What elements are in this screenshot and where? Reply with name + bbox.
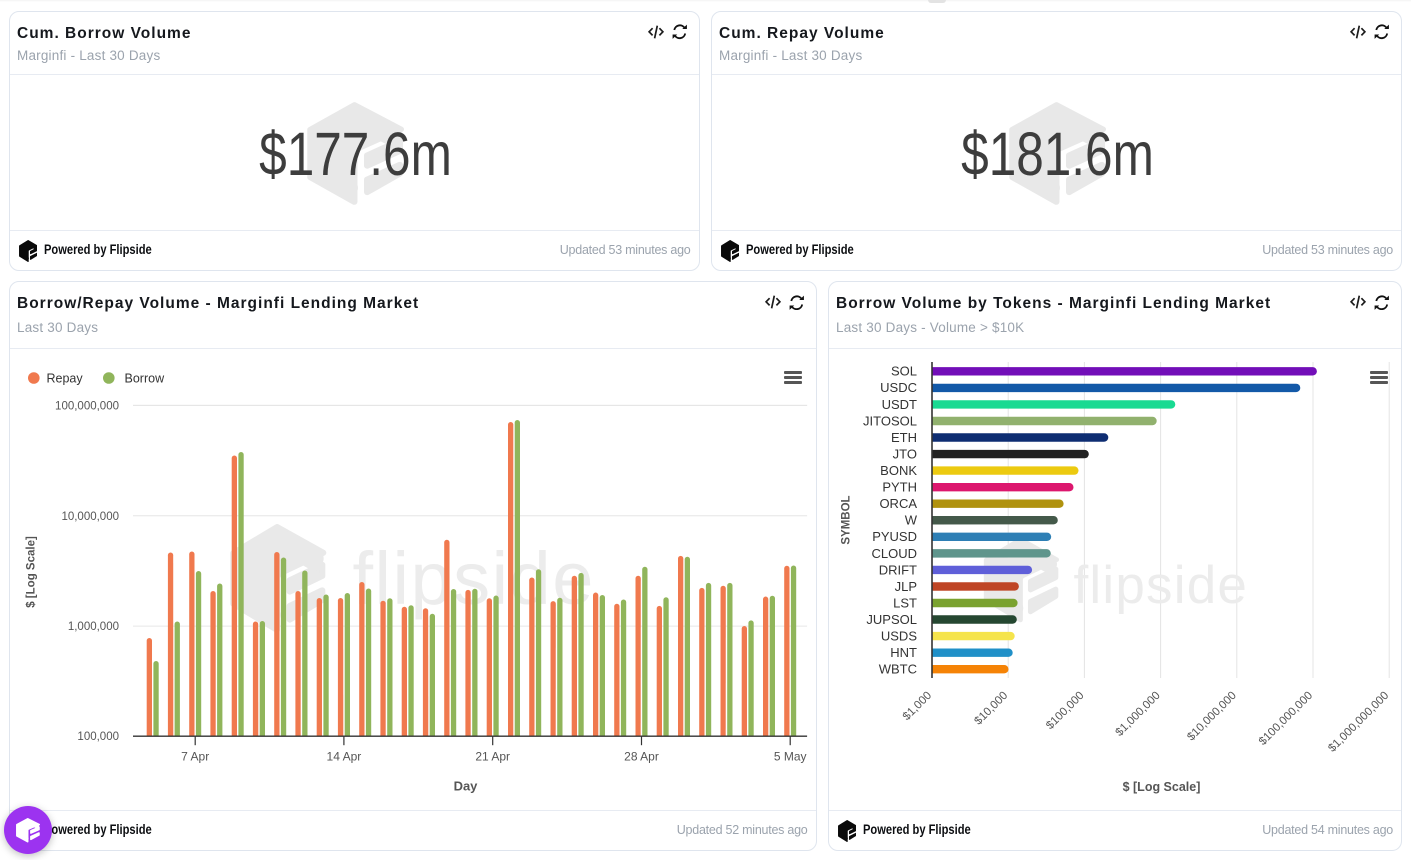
- svg-text:LST: LST: [893, 595, 917, 610]
- svg-text:$10,000: $10,000: [972, 690, 1010, 728]
- svg-text:W: W: [904, 513, 917, 528]
- svg-text:$10,000,000: $10,000,000: [1185, 690, 1239, 744]
- svg-text:ORCA: ORCA: [879, 496, 917, 511]
- svg-text:flipside: flipside: [1073, 556, 1248, 615]
- svg-text:PYTH: PYTH: [882, 480, 917, 495]
- svg-text:PYUSD: PYUSD: [872, 529, 917, 544]
- svg-text:JITOSOL: JITOSOL: [863, 413, 917, 428]
- svg-text:5 May: 5 May: [773, 750, 806, 764]
- svg-text:$ [Log Scale]: $ [Log Scale]: [1122, 780, 1200, 794]
- svg-text:USDS: USDS: [880, 629, 916, 644]
- svg-text:$ [Log Scale]: $ [Log Scale]: [25, 536, 37, 608]
- svg-text:Day: Day: [453, 779, 478, 794]
- svg-text:100,000,000: 100,000,000: [55, 400, 119, 412]
- svg-text:CLOUD: CLOUD: [871, 546, 917, 561]
- svg-text:WBTC: WBTC: [878, 662, 916, 677]
- svg-text:USDC: USDC: [880, 380, 917, 395]
- svg-text:10,000,000: 10,000,000: [61, 511, 119, 523]
- svg-text:USDT: USDT: [881, 397, 916, 412]
- svg-text:Repay: Repay: [46, 372, 83, 386]
- svg-text:$1,000,000: $1,000,000: [1113, 690, 1162, 739]
- svg-text:JUPSOL: JUPSOL: [866, 612, 917, 627]
- svg-text:JLP: JLP: [894, 579, 916, 594]
- svg-text:14 Apr: 14 Apr: [326, 750, 361, 764]
- svg-text:7 Apr: 7 Apr: [181, 750, 209, 764]
- svg-text:HNT: HNT: [890, 645, 917, 660]
- svg-text:$1,000,000,000: $1,000,000,000: [1326, 690, 1391, 755]
- svg-text:SOL: SOL: [890, 364, 916, 379]
- svg-text:Borrow: Borrow: [124, 372, 165, 386]
- svg-text:ETH: ETH: [891, 430, 917, 445]
- svg-text:SYMBOL: SYMBOL: [840, 495, 852, 544]
- svg-text:28 Apr: 28 Apr: [624, 750, 659, 764]
- svg-text:BONK: BONK: [880, 463, 917, 478]
- svg-text:$1,000: $1,000: [900, 690, 933, 723]
- svg-text:JTO: JTO: [892, 446, 916, 461]
- svg-text:DRIFT: DRIFT: [878, 562, 916, 577]
- svg-text:21 Apr: 21 Apr: [475, 750, 510, 764]
- svg-text:1,000,000: 1,000,000: [67, 621, 118, 633]
- svg-text:$100,000,000: $100,000,000: [1256, 690, 1314, 748]
- svg-text:100,000: 100,000: [77, 731, 119, 743]
- svg-text:$100,000: $100,000: [1044, 690, 1086, 732]
